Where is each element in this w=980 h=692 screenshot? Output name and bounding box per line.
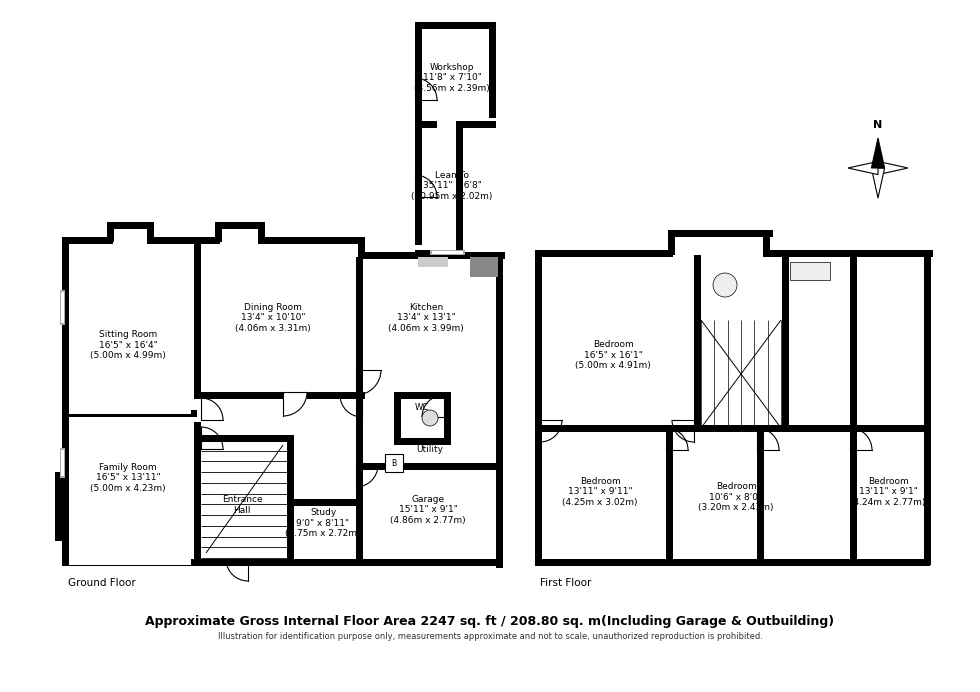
Text: Garage
15'11" x 9'1"
(4.86m x 2.77m): Garage 15'11" x 9'1" (4.86m x 2.77m) <box>390 495 466 525</box>
Bar <box>194 392 283 399</box>
Bar <box>60 290 65 325</box>
Bar <box>61 450 64 476</box>
Bar <box>258 222 265 242</box>
Bar <box>850 255 857 430</box>
Text: First Floor: First Floor <box>540 578 591 588</box>
Text: Utility: Utility <box>416 446 444 455</box>
Bar <box>356 257 363 442</box>
Text: Kitchen
13'4" x 13'1"
(4.06m x 3.99m): Kitchen 13'4" x 13'1" (4.06m x 3.99m) <box>388 303 464 333</box>
Bar <box>790 262 830 280</box>
Bar <box>415 22 496 29</box>
Bar <box>394 392 401 445</box>
Bar <box>258 237 365 244</box>
Bar <box>147 222 154 242</box>
Text: Bedroom
16'5" x 16'1"
(5.00m x 4.91m): Bedroom 16'5" x 16'1" (5.00m x 4.91m) <box>575 340 651 370</box>
Bar <box>215 222 263 229</box>
Bar <box>385 454 403 472</box>
Bar <box>489 28 496 118</box>
Bar <box>194 242 201 397</box>
Bar <box>287 499 362 506</box>
Polygon shape <box>848 161 878 174</box>
Bar <box>415 28 422 131</box>
Bar <box>443 250 460 257</box>
Text: Bedroom
13'11" x 9'1"
(4.24m x 2.77m): Bedroom 13'11" x 9'1" (4.24m x 2.77m) <box>851 477 926 507</box>
Bar <box>62 410 197 417</box>
Bar <box>535 559 930 566</box>
Bar <box>61 292 64 323</box>
Bar <box>287 435 294 565</box>
Text: Workshop
11'8" x 7'10"
(3.56m x 2.39m): Workshop 11'8" x 7'10" (3.56m x 2.39m) <box>415 63 490 93</box>
Polygon shape <box>871 138 885 168</box>
Bar <box>62 559 499 566</box>
Bar <box>694 255 701 430</box>
Text: N: N <box>873 120 883 130</box>
Bar <box>757 430 764 565</box>
Bar <box>62 237 113 244</box>
Bar <box>535 255 542 565</box>
Bar <box>358 252 505 259</box>
Text: Illustration for identification purpose only, measurements approximate and not t: Illustration for identification purpose … <box>218 632 762 641</box>
Circle shape <box>422 410 438 426</box>
Bar <box>666 430 673 565</box>
Text: Lean To
35'11" x 6'8"
(10.95m x 2.02m): Lean To 35'11" x 6'8" (10.95m x 2.02m) <box>412 171 493 201</box>
Bar <box>763 230 770 255</box>
Bar <box>850 430 857 565</box>
Bar <box>358 237 365 259</box>
Bar <box>432 251 463 254</box>
Bar <box>924 255 931 565</box>
Bar <box>69 417 191 565</box>
Bar <box>668 230 675 255</box>
Bar <box>394 392 449 399</box>
Polygon shape <box>878 161 908 174</box>
Bar <box>535 425 930 432</box>
Bar <box>385 454 403 472</box>
Bar <box>430 250 465 255</box>
Bar <box>194 435 290 442</box>
Text: Family Room
16'5" x 13'11"
(5.00m x 4.23m): Family Room 16'5" x 13'11" (5.00m x 4.23… <box>90 463 166 493</box>
Bar <box>462 121 496 128</box>
Text: Bedroom
10'6" x 8'0"
(3.20m x 2.43m): Bedroom 10'6" x 8'0" (3.20m x 2.43m) <box>698 482 774 512</box>
Bar <box>55 472 62 540</box>
Bar <box>763 250 933 257</box>
Bar <box>194 422 201 565</box>
Bar <box>55 534 68 541</box>
Polygon shape <box>871 168 885 198</box>
Bar <box>668 230 773 237</box>
Text: Sitting Room
16'5" x 16'4"
(5.00m x 4.99m): Sitting Room 16'5" x 16'4" (5.00m x 4.99… <box>90 330 166 360</box>
Bar <box>496 252 503 568</box>
Bar <box>307 392 365 399</box>
Text: Dining Room
13'4" x 10'10"
(4.06m x 3.31m): Dining Room 13'4" x 10'10" (4.06m x 3.31… <box>235 303 311 333</box>
Bar <box>535 250 673 257</box>
Bar <box>415 250 433 257</box>
Bar <box>415 121 422 245</box>
Bar <box>385 454 403 472</box>
Bar <box>107 222 152 229</box>
Bar <box>456 121 463 257</box>
Bar <box>147 237 220 244</box>
Bar <box>444 392 451 445</box>
Bar <box>418 257 448 267</box>
Bar <box>69 244 191 414</box>
Bar <box>60 448 65 478</box>
Bar <box>415 121 437 128</box>
Bar <box>215 222 222 242</box>
Bar <box>55 472 68 479</box>
Text: B: B <box>391 459 397 468</box>
Circle shape <box>713 273 737 297</box>
Bar <box>356 438 363 565</box>
Bar <box>394 438 449 445</box>
Bar <box>107 222 114 242</box>
Text: Study
9'0" x 8'11"
(2.75m x 2.72m): Study 9'0" x 8'11" (2.75m x 2.72m) <box>285 508 361 538</box>
Text: Entrance
Hall: Entrance Hall <box>221 495 263 515</box>
Text: Bedroom
13'11" x 9'11"
(4.25m x 3.02m): Bedroom 13'11" x 9'11" (4.25m x 3.02m) <box>563 477 638 507</box>
Text: Approximate Gross Internal Floor Area 2247 sq. ft / 208.80 sq. m(Including Garag: Approximate Gross Internal Floor Area 22… <box>145 615 835 628</box>
Bar <box>356 463 503 470</box>
Bar <box>782 255 789 430</box>
Bar <box>62 242 69 565</box>
Text: WC: WC <box>415 403 429 412</box>
Bar <box>470 257 498 277</box>
Text: Ground Floor: Ground Floor <box>68 578 136 588</box>
